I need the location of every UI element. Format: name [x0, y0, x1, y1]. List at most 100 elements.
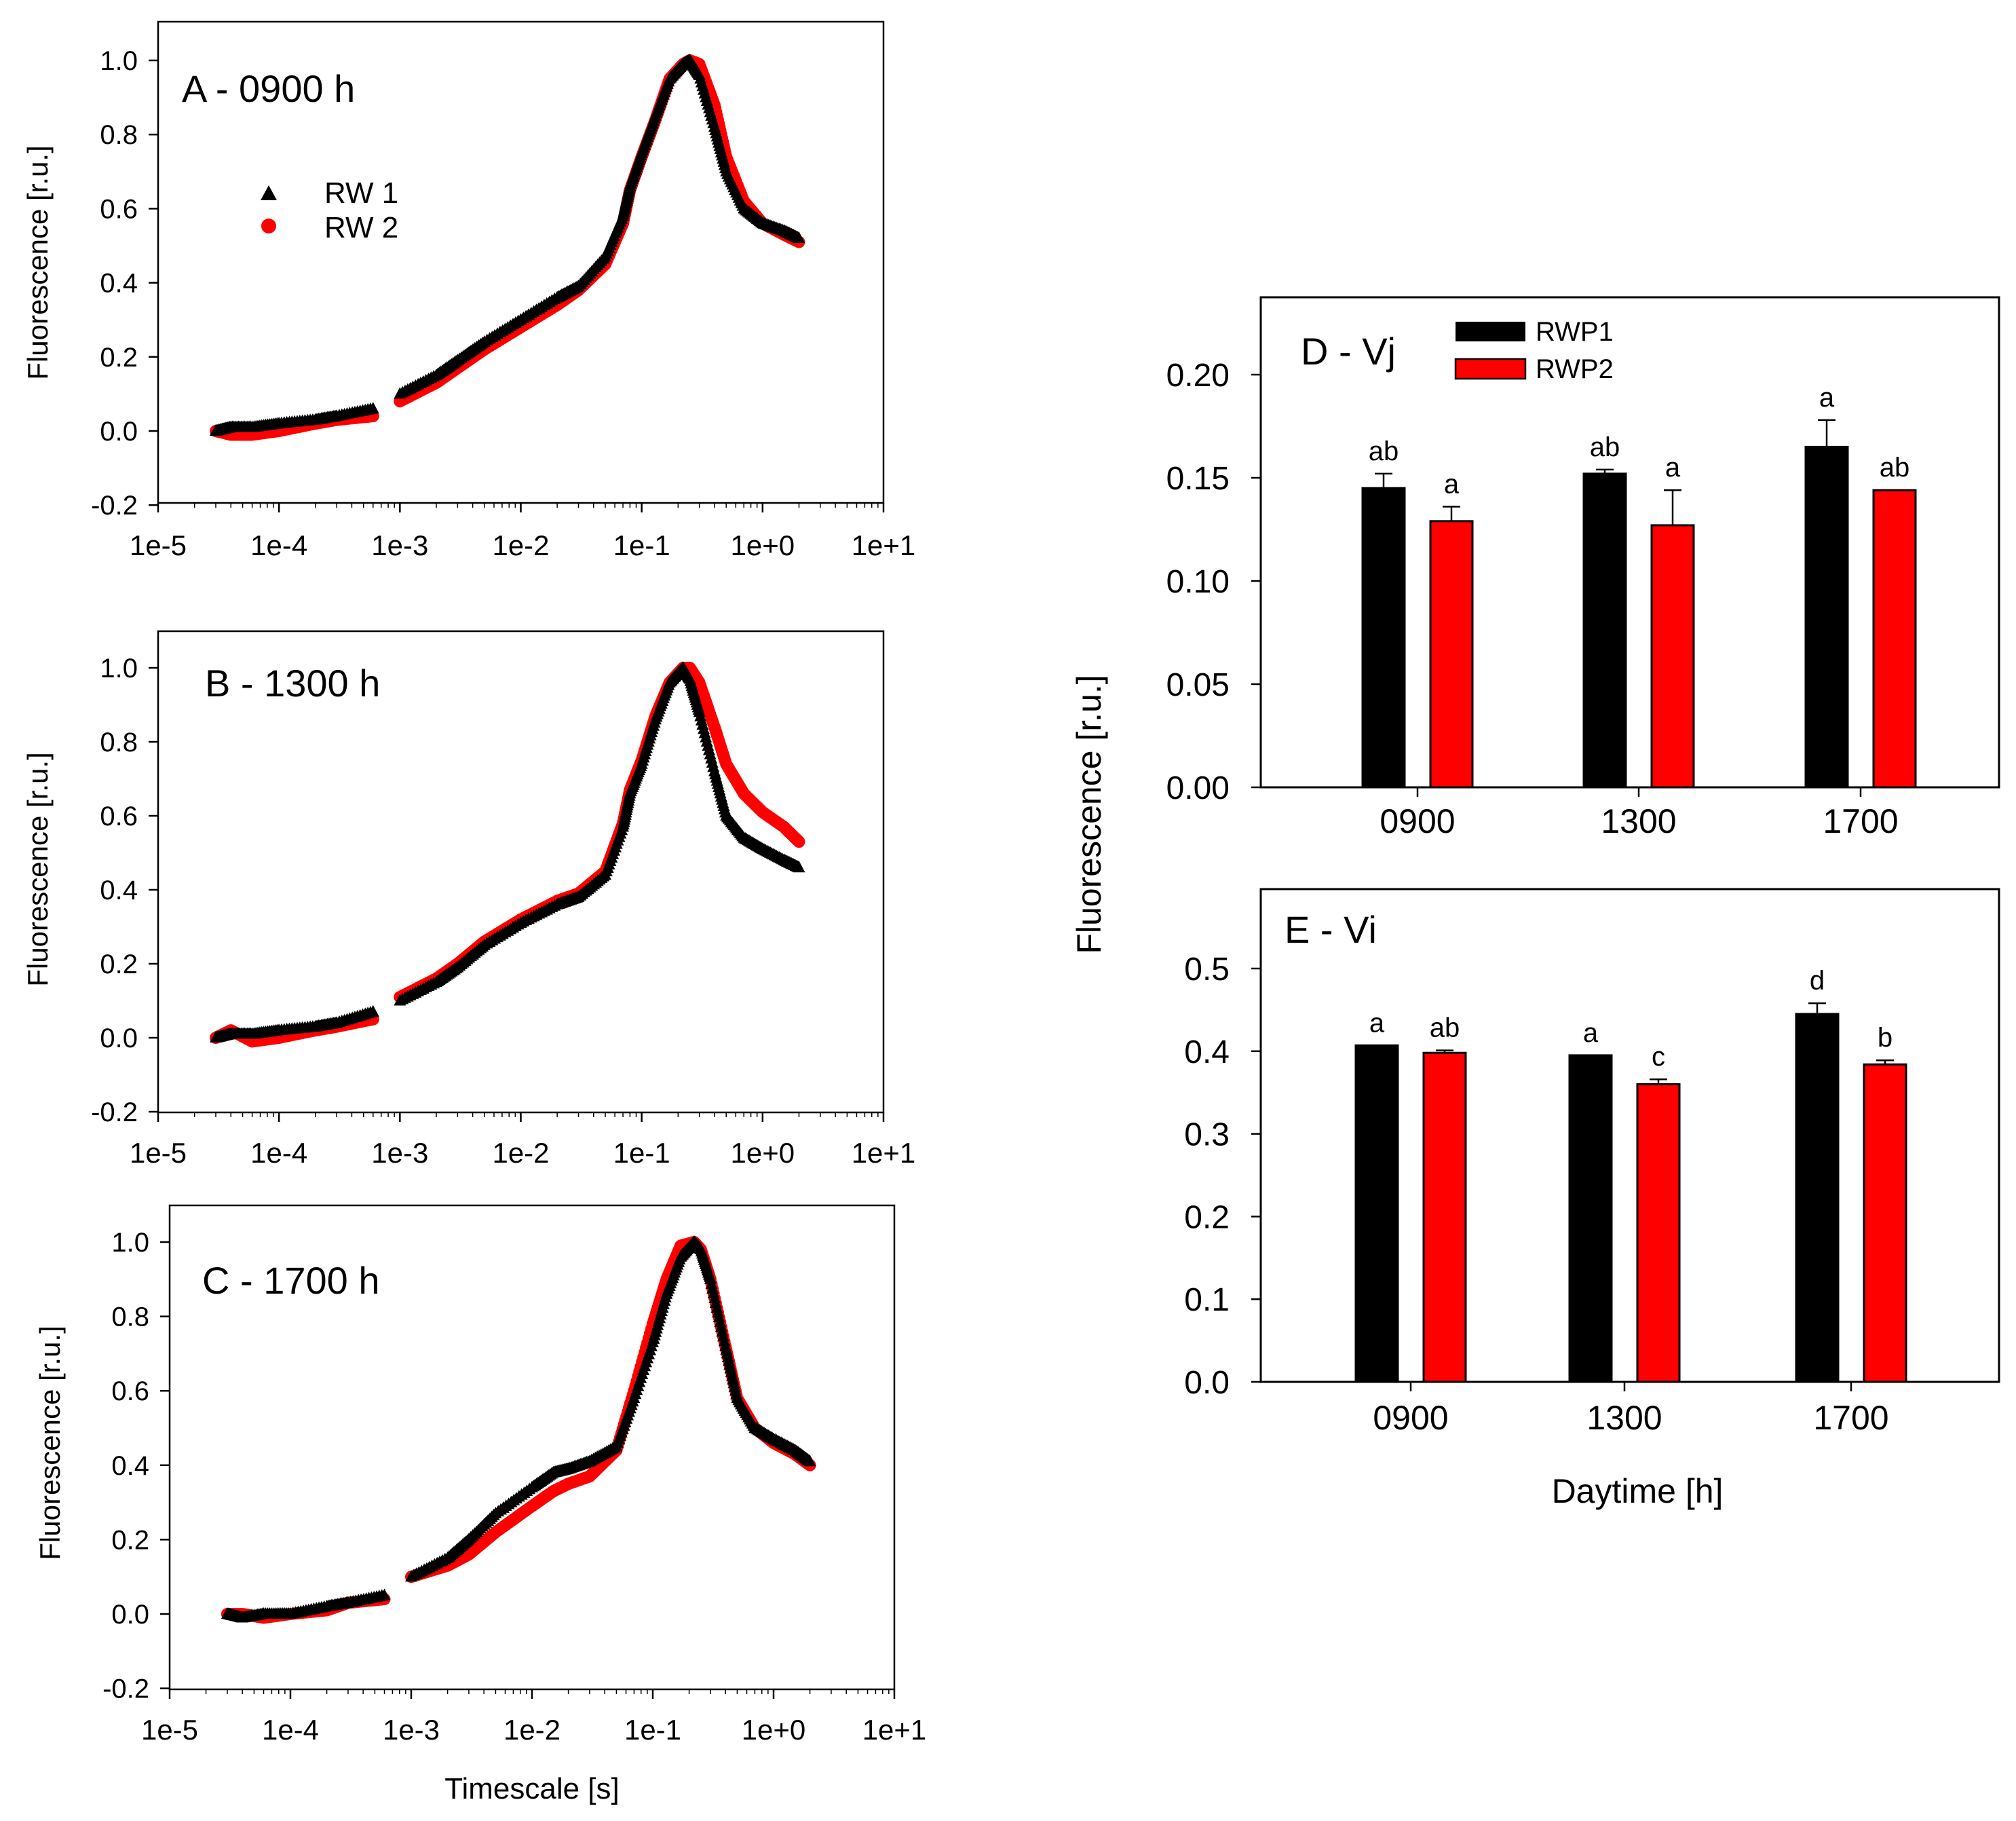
y-tick-label: 0.6 — [100, 194, 138, 224]
significance-label: a — [1665, 453, 1681, 483]
significance-label: d — [1810, 966, 1825, 996]
x-tick-label: 1e+1 — [862, 1714, 927, 1746]
y-tick-label: -0.2 — [102, 1674, 149, 1704]
x-tick-label: 1e-5 — [141, 1714, 198, 1746]
panel-d-ticks: 0.00 0.05 0.10 0.15 0.20 0900 1300 1700 — [1166, 358, 1899, 840]
data-point — [803, 1454, 816, 1467]
significance-label: a — [1583, 1018, 1599, 1048]
significance-label: ab — [1430, 1013, 1460, 1043]
panel-d-series: ab ab a a a ab — [1361, 383, 1917, 789]
x-tick-label: 1e+0 — [742, 1714, 806, 1746]
x-tick-label: 1e-2 — [503, 1714, 560, 1746]
x-tick-label: 1e+1 — [852, 1137, 916, 1169]
series-rwp1: ab ab a — [1361, 383, 1849, 789]
bar — [1429, 520, 1474, 789]
series-rw1 — [221, 1235, 816, 1623]
panel-e-frame — [1259, 888, 2000, 1383]
y-tick-label: -0.2 — [91, 491, 138, 521]
y-tick-label: 0.8 — [100, 120, 138, 150]
bar — [1795, 1013, 1840, 1383]
x-tick-label: 1e-2 — [492, 529, 549, 561]
x-tick-label: 1e-1 — [613, 1137, 670, 1169]
x-tick-label: 1300 — [1586, 1399, 1662, 1437]
x-tick-label: 1e-4 — [262, 1714, 319, 1746]
y-tick-label: 0.4 — [111, 1451, 149, 1481]
panel-b-series — [210, 661, 805, 1048]
legend-rw2-marker — [261, 219, 276, 233]
y-tick-label: 0.6 — [100, 802, 138, 831]
y-tick-label: 0.0 — [1184, 1365, 1230, 1401]
panel-b-ticks: 1e-5 1e-4 1e-3 1e-2 1e-1 1e+0 1e+1 -0.2 0.0 0.2 0.… — [91, 654, 915, 1169]
y-tick-label: 0.0 — [111, 1600, 149, 1630]
panel-c-series — [221, 1235, 816, 1624]
y-tick-label: 0.20 — [1166, 358, 1230, 394]
y-tick-label: 0.4 — [1184, 1034, 1230, 1070]
legend-rwp2-label: RWP2 — [1536, 354, 1614, 384]
legend-rwp2-swatch — [1454, 358, 1527, 380]
bar — [1872, 489, 1917, 789]
y-tick-label: 1.0 — [111, 1228, 149, 1258]
x-tick-label: 1e-5 — [130, 529, 187, 561]
x-tick-label: 1e-2 — [492, 1137, 549, 1169]
y-tick-label: 0.8 — [111, 1302, 149, 1332]
panel-a-ylabel: Fluorescence [r.u.] — [22, 145, 54, 380]
panel-b-title: B - 1300 h — [205, 662, 380, 705]
x-tick-label: 1e-4 — [250, 529, 307, 561]
data-point — [366, 1005, 379, 1017]
legend-rwp1-swatch — [1456, 322, 1525, 341]
y-tick-label: 0.8 — [100, 728, 138, 757]
x-tick-label: 1700 — [1823, 802, 1898, 840]
x-tick-label: 1e+1 — [852, 529, 916, 561]
y-tick-label: 0.1 — [1184, 1282, 1230, 1318]
x-tick-label: 1e-1 — [624, 1714, 681, 1746]
panel-c: C - 1700 h Fluorescence [r.u.] Timescale… — [34, 1204, 926, 1805]
y-tick-label: 0.0 — [100, 417, 138, 447]
y-tick-label: 0.2 — [100, 950, 138, 979]
panel-d-title: D - Vj — [1301, 330, 1396, 373]
panel-d-legend: RWP1 RWP2 — [1454, 317, 1614, 384]
panel-e-title: E - Vi — [1285, 908, 1377, 951]
y-tick-label: 0.0 — [100, 1024, 138, 1053]
x-tick-label: 1300 — [1601, 802, 1676, 840]
data-point — [793, 231, 805, 244]
x-tick-label: 1e-3 — [371, 529, 428, 561]
significance-label: a — [1819, 383, 1835, 413]
panel-e-series: a a d ab c b — [1354, 966, 1907, 1383]
significance-label: ab — [1369, 436, 1399, 466]
y-tick-label: 0.2 — [100, 343, 138, 373]
bar — [1422, 1051, 1467, 1383]
significance-label: b — [1878, 1023, 1893, 1053]
x-tick-label: 1700 — [1813, 1399, 1888, 1437]
panel-c-ylabel: Fluorescence [r.u.] — [34, 1326, 66, 1560]
significance-label: a — [1444, 470, 1460, 500]
y-tick-label: -0.2 — [91, 1097, 138, 1127]
panel-d-frame — [1259, 296, 2000, 789]
significance-label: c — [1652, 1042, 1665, 1072]
data-point — [378, 1588, 391, 1600]
bar — [1650, 524, 1695, 789]
series-rwp2: a a ab — [1429, 453, 1917, 789]
panel-b: B - 1300 h Fluorescence [r.u.] 1e-5 1e-4 1… — [22, 630, 915, 1169]
data-point — [793, 861, 805, 873]
panel-c-title: C - 1700 h — [202, 1259, 380, 1302]
y-tick-label: 0.15 — [1166, 461, 1230, 497]
legend-rw1-marker — [261, 185, 277, 200]
x-tick-label: 0900 — [1373, 1399, 1448, 1437]
y-tick-label: 0.5 — [1184, 952, 1230, 988]
series-rwp1: a a d — [1354, 966, 1840, 1383]
panel-a-title: A - 0900 h — [182, 67, 355, 110]
data-point — [366, 402, 379, 414]
bar — [1863, 1063, 1907, 1383]
y-tick-label: 0.00 — [1166, 770, 1230, 806]
significance-label: ab — [1880, 453, 1910, 483]
panel-a-series — [210, 54, 805, 441]
x-tick-label: 1e-4 — [250, 1137, 307, 1169]
panel-e: E - Vi Daytime [h] 0.0 0.1 0.2 0.3 0.4 0.5 090… — [1184, 888, 2000, 1510]
panel-c-ticks: 1e-5 1e-4 1e-3 1e-2 1e-1 1e+0 1e+1 -0.2 0.0 0.2 0.… — [102, 1228, 926, 1746]
x-tick-label: 0900 — [1380, 802, 1455, 840]
legend-rwp1-label: RWP1 — [1536, 317, 1614, 347]
bar — [1568, 1054, 1613, 1383]
y-tick-label: 1.0 — [100, 654, 138, 683]
panel-a-ticks: 1e-5 1e-4 1e-3 1e-2 1e-1 1e+0 1e+1 -0.2 0.0 0.2 0.… — [91, 46, 915, 561]
